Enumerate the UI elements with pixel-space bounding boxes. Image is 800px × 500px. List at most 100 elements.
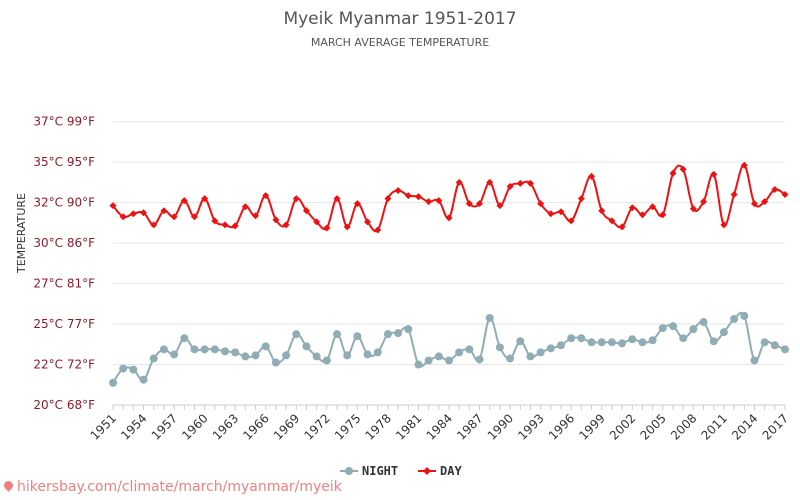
night-point: [638, 338, 647, 347]
day-point: [119, 213, 127, 221]
night-point: [292, 330, 301, 339]
day-point: [476, 200, 484, 208]
x-tick-label: 1963: [210, 411, 241, 442]
day-point: [669, 169, 677, 177]
night-point: [434, 352, 443, 361]
day-point: [638, 211, 646, 219]
night-point: [261, 342, 270, 351]
night-point: [333, 330, 341, 339]
day-point: [282, 221, 290, 229]
day-point: [302, 207, 310, 215]
night-point: [271, 358, 280, 367]
x-tick-label: 1978: [363, 411, 394, 442]
night-point: [607, 338, 616, 347]
night-point: [546, 344, 555, 353]
day-point: [771, 185, 779, 193]
night-point: [781, 345, 789, 354]
chart-title: Myeik Myanmar 1951-2017: [283, 9, 516, 29]
night-point: [628, 335, 637, 344]
x-tick-label: 1987: [454, 411, 485, 442]
day-point: [465, 200, 473, 208]
night-point: [669, 322, 677, 331]
day-point: [730, 191, 738, 199]
day-point: [190, 213, 198, 221]
series-layer: [109, 161, 789, 387]
day-point: [547, 210, 555, 218]
y-tick-label: 30°C 86°F: [33, 236, 95, 250]
night-point: [658, 324, 667, 333]
night-point: [241, 352, 250, 361]
day-point: [292, 195, 300, 203]
x-tick-label: 2002: [607, 411, 638, 442]
x-tick-label: 1996: [546, 411, 577, 442]
x-axis: 1951 1954 1957 1960 1963 1966 1969 1972 1975 1978…: [88, 405, 791, 443]
x-tick-label: 2005: [637, 411, 668, 442]
day-point: [140, 209, 148, 217]
day-point: [211, 217, 219, 225]
x-tick-label: 2008: [668, 411, 699, 442]
day-point: [537, 200, 545, 208]
day-point: [628, 204, 636, 212]
x-tick-label: 1951: [88, 411, 119, 442]
night-point: [770, 341, 779, 350]
day-point: [180, 197, 188, 205]
x-tick-label: 1990: [485, 411, 516, 442]
night-point: [587, 338, 596, 347]
x-tick-label: 1966: [240, 411, 271, 442]
grid-lines: [113, 121, 785, 406]
y-tick-label: 25°C 77°F: [33, 317, 95, 331]
night-point: [373, 348, 382, 357]
day-point: [425, 198, 433, 206]
legend-day-marker: [423, 467, 431, 475]
legend-night-label: NIGHT: [362, 464, 398, 478]
night-point: [129, 365, 138, 374]
night-point: [740, 311, 749, 320]
location-pin-icon: [2, 479, 15, 492]
day-point: [343, 223, 351, 231]
night-point: [363, 350, 372, 359]
day-point: [588, 172, 596, 180]
night-point: [394, 329, 403, 338]
source-link[interactable]: hikersbay.com/climate/march/myanmar/myei…: [2, 479, 342, 495]
day-point: [608, 217, 616, 225]
night-point: [577, 334, 586, 343]
day-point: [160, 207, 168, 215]
x-tick-label: 1993: [515, 411, 546, 442]
day-point: [598, 207, 606, 215]
night-point: [404, 325, 413, 334]
x-tick-label: 1975: [332, 411, 363, 442]
day-point: [781, 191, 789, 199]
legend: NIGHT DAY: [340, 464, 462, 478]
day-point: [374, 226, 382, 234]
x-tick-label: 1957: [149, 411, 180, 442]
day-point: [333, 195, 341, 203]
y-tick-label: 20°C 68°F: [33, 398, 95, 412]
night-point: [221, 347, 229, 356]
x-tick-label: 1972: [301, 411, 332, 442]
day-point: [323, 224, 331, 232]
night-point: [383, 330, 392, 339]
day-point: [272, 216, 280, 224]
night-point: [170, 350, 179, 359]
night-point: [149, 354, 158, 363]
day-point: [262, 192, 270, 200]
day-point: [659, 211, 667, 219]
night-point: [506, 354, 515, 363]
night-point: [343, 351, 352, 360]
x-tick-label: 1981: [393, 411, 424, 442]
night-point: [210, 345, 219, 354]
day-point: [455, 178, 463, 186]
night-point: [139, 375, 148, 384]
night-point: [750, 356, 759, 365]
night-point: [719, 328, 728, 337]
night-point: [312, 352, 321, 361]
night-point: [251, 351, 260, 360]
day-point: [689, 205, 697, 213]
day-point: [201, 195, 209, 203]
y-tick-label: 35°C 95°F: [33, 155, 95, 169]
y-axis-label: TEMPERATURE: [15, 193, 28, 274]
night-point: [465, 345, 474, 354]
x-tick-label: 1984: [424, 411, 455, 442]
y-tick-label: 32°C 90°F: [33, 196, 95, 210]
